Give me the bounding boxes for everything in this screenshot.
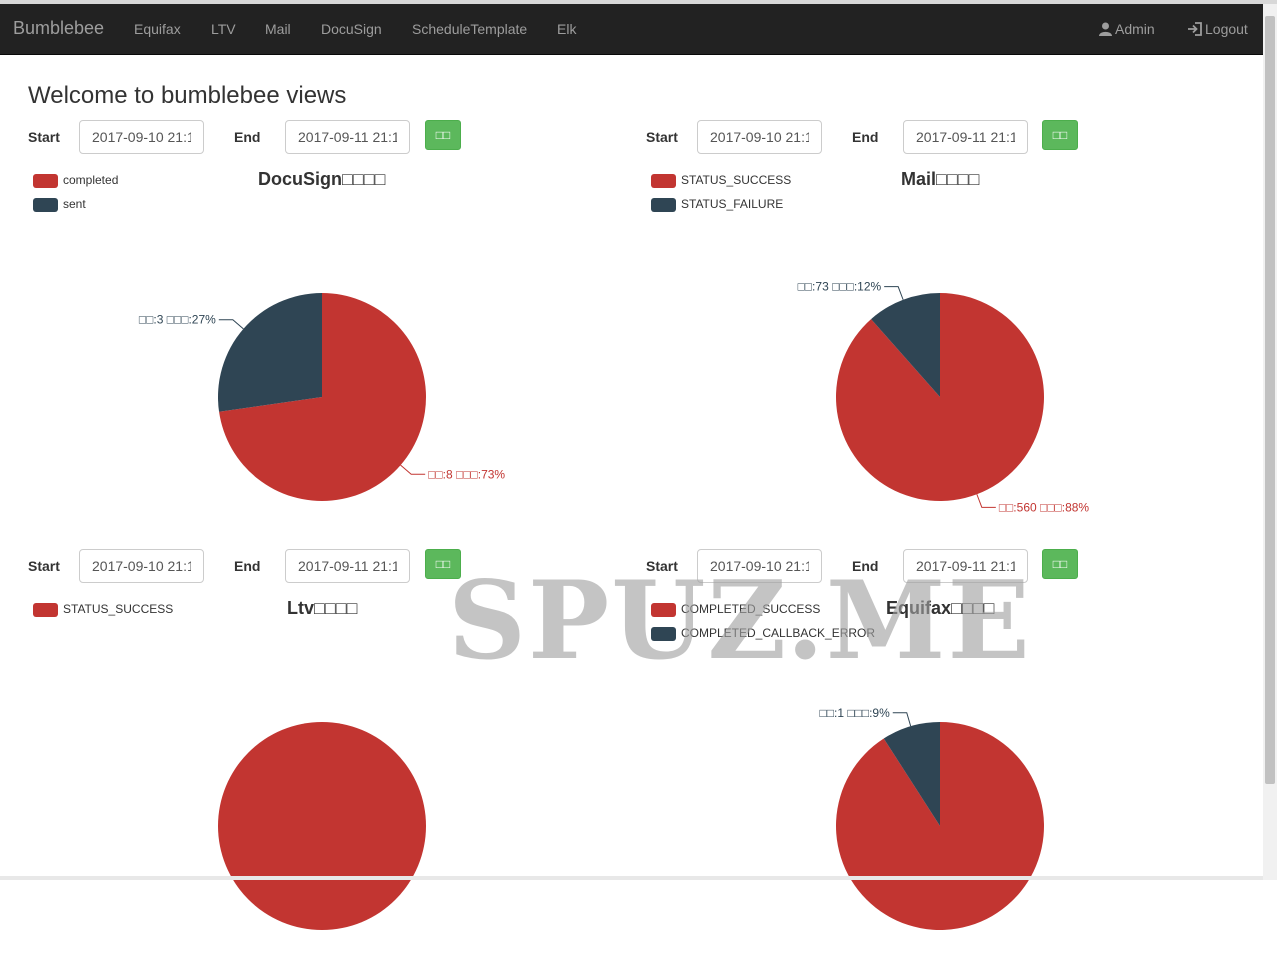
pie-slice-label: □□:73 □□□:12%	[798, 280, 882, 294]
query-button[interactable]: □□	[425, 120, 461, 150]
top-navbar: Bumblebee Equifax LTV Mail DocuSign Sche…	[0, 4, 1263, 55]
logout-link[interactable]: Logout	[1187, 21, 1248, 37]
nav-link-scheduletemplate[interactable]: ScheduleTemplate	[412, 21, 528, 37]
legend-label: STATUS_SUCCESS	[681, 173, 792, 187]
end-date-input[interactable]	[285, 120, 410, 154]
pie-chart	[218, 722, 426, 930]
end-label: End	[852, 558, 879, 574]
slice-label-line	[884, 286, 904, 300]
legend-label: STATUS_FAILURE	[681, 197, 784, 211]
start-date-input[interactable]	[79, 549, 204, 583]
chart-title: Equifax□□□□	[886, 598, 995, 618]
nav-link-docusign[interactable]: DocuSign	[321, 21, 382, 37]
pie-slice-label: □□:8 □□□:73%	[428, 467, 505, 481]
logout-icon	[1188, 22, 1202, 36]
chart-panel-mail: Start End □□ STATUS_SUCCESS STATUS_FAILU…	[618, 112, 1218, 532]
pie-slice-label: □□:3 □□□:27%	[139, 313, 216, 327]
logout-label: Logout	[1205, 21, 1248, 37]
admin-link[interactable]: Admin	[1099, 21, 1155, 37]
pie-chart: □□:8 □□□:73% □□:3 □□□:27%	[139, 293, 505, 502]
legend-label: STATUS_SUCCESS	[63, 602, 174, 616]
scrollbar-thumb[interactable]	[1265, 16, 1275, 784]
slice-label-line	[892, 712, 912, 727]
chart-panel-docusign: Start End □□ completed sent DocuSign□□□□…	[0, 112, 600, 532]
pie-slice-status-success[interactable]	[218, 722, 426, 930]
legend-swatch	[33, 603, 58, 617]
legend-swatch	[651, 603, 676, 617]
chart-title: Ltv□□□□	[287, 598, 358, 618]
nav-link-ltv[interactable]: LTV	[211, 21, 236, 37]
start-label: Start	[646, 558, 678, 574]
slice-label-line	[400, 464, 426, 475]
start-label: Start	[28, 558, 60, 574]
chart-title: Mail□□□□	[901, 169, 980, 189]
start-label: Start	[28, 129, 60, 145]
start-date-input[interactable]	[697, 549, 822, 583]
nav-link-mail[interactable]: Mail	[265, 21, 291, 37]
slice-label-line	[976, 494, 996, 508]
legend-swatch	[651, 198, 676, 212]
pie-slice-sent[interactable]	[217, 293, 322, 412]
end-label: End	[852, 129, 879, 145]
pie-slice-completed[interactable]	[219, 293, 426, 502]
slice-label-line	[218, 319, 244, 330]
start-label: Start	[646, 129, 678, 145]
chart-title: DocuSign□□□□	[258, 169, 386, 189]
query-button[interactable]: □□	[1042, 549, 1078, 579]
pie-chart: □□:1 □□□:9%	[819, 706, 1044, 930]
end-date-input[interactable]	[903, 120, 1028, 154]
query-button[interactable]: □□	[1042, 120, 1078, 150]
pie-slice-completed-callback-error[interactable]	[883, 722, 940, 826]
window-bottom-edge	[0, 876, 1263, 880]
end-date-input[interactable]	[903, 549, 1028, 583]
legend-swatch	[651, 174, 676, 188]
legend-swatch	[33, 174, 58, 188]
brand-link[interactable]: Bumblebee	[13, 18, 105, 38]
chart-panel-ltv: Start End □□ STATUS_SUCCESS Ltv□□□□	[0, 541, 600, 961]
legend-swatch	[33, 198, 58, 212]
end-date-input[interactable]	[285, 549, 410, 583]
legend-swatch	[651, 627, 676, 641]
pie-slice-label: □□:560 □□□:88%	[999, 500, 1090, 514]
end-label: End	[234, 558, 261, 574]
legend-label: sent	[63, 197, 86, 211]
end-label: End	[234, 129, 261, 145]
legend-label: COMPLETED_CALLBACK_ERROR	[681, 626, 876, 640]
user-icon	[1099, 22, 1112, 36]
nav-link-equifax[interactable]: Equifax	[134, 21, 181, 37]
vertical-scrollbar[interactable]	[1263, 4, 1277, 880]
start-date-input[interactable]	[79, 120, 204, 154]
admin-label: Admin	[1115, 21, 1155, 37]
legend-label: completed	[63, 173, 119, 187]
pie-chart: □□:560 □□□:88% □□:73 □□□:12%	[798, 280, 1090, 515]
query-button[interactable]: □□	[425, 549, 461, 579]
pie-slice-label: □□:1 □□□:9%	[819, 706, 890, 720]
chart-panel-equifax: Start End □□ COMPLETED_SUCCESS COMPLETED…	[618, 541, 1218, 961]
start-date-input[interactable]	[697, 120, 822, 154]
nav-link-elk[interactable]: Elk	[557, 21, 577, 37]
window-top-edge	[0, 0, 1277, 4]
legend-label: COMPLETED_SUCCESS	[681, 602, 821, 616]
pie-slice-status-failure[interactable]	[871, 293, 940, 397]
page-title: Welcome to bumblebee views	[28, 82, 347, 109]
